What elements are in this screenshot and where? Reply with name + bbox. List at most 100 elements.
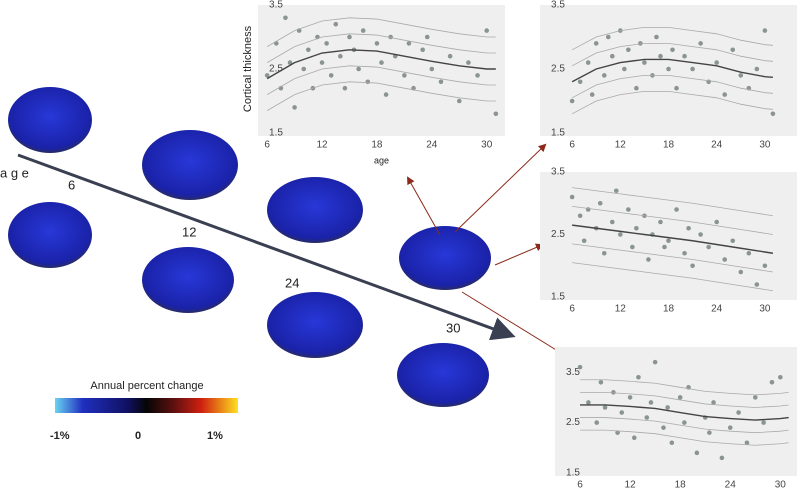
point <box>706 244 711 250</box>
percentile-curve <box>266 17 496 47</box>
colorbar-label: 1% <box>207 430 223 442</box>
y-tick-label: 2.5 <box>269 64 283 75</box>
point <box>698 232 703 237</box>
x-tick-label: 12 <box>625 480 637 490</box>
y-tick-label: 2.5 <box>551 64 565 75</box>
point <box>752 395 758 400</box>
y-tick-label: 3.5 <box>269 0 283 11</box>
point <box>636 374 641 380</box>
point <box>609 53 615 59</box>
point <box>605 34 611 40</box>
point <box>589 92 595 97</box>
point <box>402 73 407 78</box>
colorbar-label: 0 <box>135 430 141 442</box>
point <box>665 405 670 410</box>
fit-curve <box>266 49 496 80</box>
point <box>475 73 480 78</box>
x-tick-label: 6 <box>264 140 270 151</box>
point <box>287 60 293 65</box>
point <box>778 374 783 380</box>
point <box>627 395 633 400</box>
x-tick-label: 6 <box>569 304 575 315</box>
point <box>738 269 744 275</box>
point <box>438 79 444 85</box>
age-arrow <box>17 153 516 341</box>
point <box>630 244 635 250</box>
point <box>347 34 352 40</box>
point <box>658 53 663 59</box>
percentile-curve <box>266 65 496 95</box>
point <box>484 28 490 33</box>
point <box>622 66 627 72</box>
point <box>769 379 775 385</box>
point <box>770 111 776 117</box>
point <box>602 405 608 410</box>
brains <box>8 87 491 407</box>
age-label: a g e <box>0 165 29 180</box>
point <box>722 92 728 97</box>
point <box>601 73 607 78</box>
point <box>652 359 658 365</box>
x-tick-label: 18 <box>675 480 687 490</box>
point <box>324 41 329 46</box>
point <box>761 420 766 425</box>
brain <box>142 247 234 313</box>
point <box>383 92 389 97</box>
point <box>711 400 716 405</box>
age-mark: 30 <box>446 320 460 335</box>
y-axis-title: Cortical thickness <box>242 25 254 112</box>
point <box>360 28 366 33</box>
age-mark: 6 <box>68 177 75 192</box>
point <box>682 420 687 425</box>
link-arrow <box>407 176 441 236</box>
point <box>581 238 587 244</box>
point <box>598 379 604 385</box>
y-tick-label: 2.5 <box>566 417 580 428</box>
point <box>379 60 384 65</box>
x-tick-label: 30 <box>481 140 493 151</box>
point <box>619 410 625 415</box>
point <box>762 28 768 33</box>
x-tick-label: 30 <box>759 140 771 151</box>
point <box>609 219 615 225</box>
x-tick-label: 24 <box>426 140 438 151</box>
point <box>694 450 700 456</box>
point <box>577 364 583 370</box>
point <box>744 440 750 446</box>
point <box>319 60 325 65</box>
point <box>736 410 741 415</box>
point <box>597 200 603 206</box>
percentile-curve <box>572 262 773 292</box>
percentile-curve <box>571 43 773 67</box>
point <box>365 79 371 85</box>
point <box>730 47 736 53</box>
percentile-curve <box>572 205 773 235</box>
point <box>690 263 695 269</box>
point <box>424 34 430 40</box>
colorbar <box>55 398 238 413</box>
point <box>333 21 339 27</box>
x-tick-label: 12 <box>615 304 627 315</box>
percentile-curve <box>571 75 773 99</box>
point <box>283 15 288 21</box>
point <box>466 60 471 65</box>
point <box>585 60 591 65</box>
point <box>707 430 712 435</box>
point <box>611 390 616 395</box>
point <box>328 73 334 78</box>
percentile-curve <box>580 391 789 408</box>
point <box>661 425 666 430</box>
fit-curve <box>580 404 789 421</box>
point <box>338 53 343 59</box>
x-tick-label: 24 <box>711 304 723 315</box>
brain <box>8 202 92 268</box>
point <box>646 257 651 262</box>
point <box>447 53 453 59</box>
x-tick-label: 18 <box>663 140 675 151</box>
point <box>456 98 462 104</box>
percentile-curve <box>266 81 496 111</box>
point <box>727 425 733 430</box>
plot-area <box>540 172 797 300</box>
x-tick-label: 12 <box>316 140 328 151</box>
